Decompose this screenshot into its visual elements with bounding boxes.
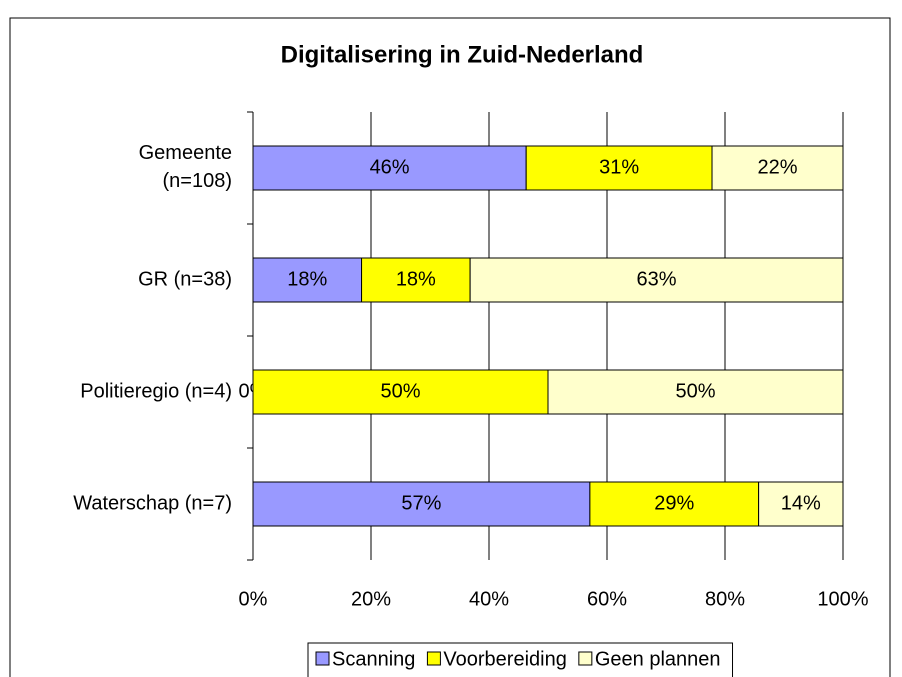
- x-tick-label: 0%: [239, 588, 268, 610]
- y-tick-label: GR (n=38): [138, 268, 232, 290]
- data-label: 22%: [757, 156, 797, 178]
- data-label: 57%: [401, 492, 441, 514]
- bar: [361, 257, 471, 303]
- y-tick-label: Waterschap (n=7): [73, 492, 232, 514]
- legend-box: [307, 642, 734, 677]
- bar: [469, 257, 844, 303]
- legend-label: Scanning: [332, 648, 415, 670]
- legend-swatch: [578, 651, 593, 666]
- bar: [252, 481, 591, 527]
- bar: [252, 369, 549, 415]
- chart-title: Digitalisering in Zuid-Nederland: [281, 41, 644, 68]
- data-label: 14%: [781, 492, 821, 514]
- data-label: 63%: [637, 268, 677, 290]
- data-label: 31%: [599, 156, 639, 178]
- legend-label: Voorbereiding: [443, 648, 566, 670]
- y-tick-label: Gemeente (n=108): [139, 142, 232, 192]
- x-tick-label: 40%: [469, 588, 509, 610]
- y-tick-label: Politieregio (n=4): [80, 380, 232, 402]
- bar: [711, 145, 844, 191]
- bar: [252, 257, 363, 303]
- data-label: 46%: [370, 156, 410, 178]
- data-label: 50%: [675, 380, 715, 402]
- bar: [547, 369, 844, 415]
- data-label: 29%: [654, 492, 694, 514]
- legend: Scanning Voorbereiding Geen plannen: [307, 642, 734, 677]
- legend-label: Geen plannen: [595, 648, 721, 670]
- data-label: 50%: [380, 380, 420, 402]
- bar: [758, 481, 844, 527]
- x-tick-label: 20%: [351, 588, 391, 610]
- bar: [589, 481, 760, 527]
- data-label: 18%: [396, 268, 436, 290]
- bar: [252, 145, 527, 191]
- legend-swatch: [426, 651, 441, 666]
- x-tick-label: 80%: [705, 588, 745, 610]
- data-label: 18%: [287, 268, 327, 290]
- x-tick-label: 60%: [587, 588, 627, 610]
- legend-swatch: [315, 651, 330, 666]
- x-tick-label: 100%: [817, 588, 868, 610]
- chart-frame: [9, 17, 891, 677]
